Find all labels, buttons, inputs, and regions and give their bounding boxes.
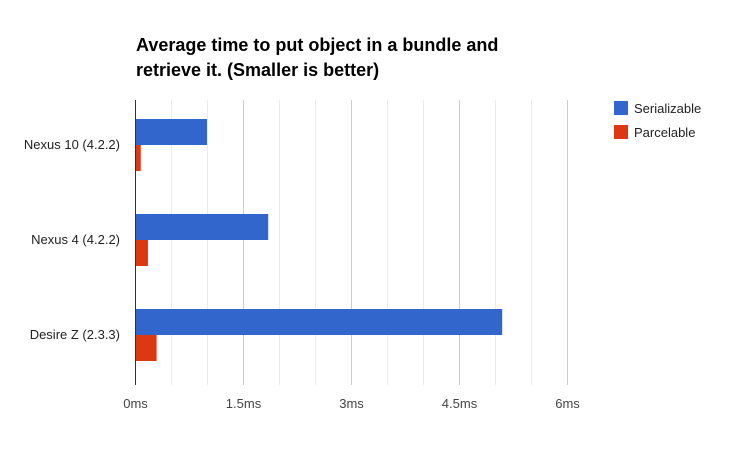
bar-parcelable-1 (135, 240, 148, 266)
bar-parcelable-0 (135, 145, 141, 171)
chart-title-line-1: Average time to put object in a bundle a… (136, 35, 499, 55)
chart-title-line-2: retrieve it. (Smaller is better) (136, 60, 380, 80)
legend-label-serializable: Serializable (634, 100, 702, 116)
legend-swatch-parcelable (614, 125, 628, 139)
x-tick-label-3: 4.5ms (442, 396, 478, 411)
bar-parcelable-2 (135, 335, 157, 361)
bar-serializable-1 (135, 214, 269, 240)
y-category-label-1: Nexus 4 (4.2.2) (31, 232, 120, 247)
x-tick-label-4: 6ms (555, 396, 580, 411)
y-category-label-2: Desire Z (2.3.3) (30, 327, 120, 342)
legend-item-parcelable: Parcelable (614, 123, 701, 141)
chart-title: Average time to put object in a bundle a… (136, 33, 576, 83)
x-tick-label-2: 3ms (339, 396, 364, 411)
y-category-label-0: Nexus 10 (4.2.2) (24, 137, 120, 152)
bar-serializable-2 (135, 309, 503, 335)
legend-label-parcelable: Parcelable (634, 124, 696, 140)
legend-swatch-serializable (614, 101, 628, 115)
legend-item-serializable: Serializable (614, 99, 701, 117)
x-tick-label-1: 1.5ms (226, 396, 262, 411)
bar-serializable-0 (135, 119, 207, 145)
legend: Serializable Parcelable (614, 99, 701, 147)
x-tick-label-0: 0ms (123, 396, 148, 411)
